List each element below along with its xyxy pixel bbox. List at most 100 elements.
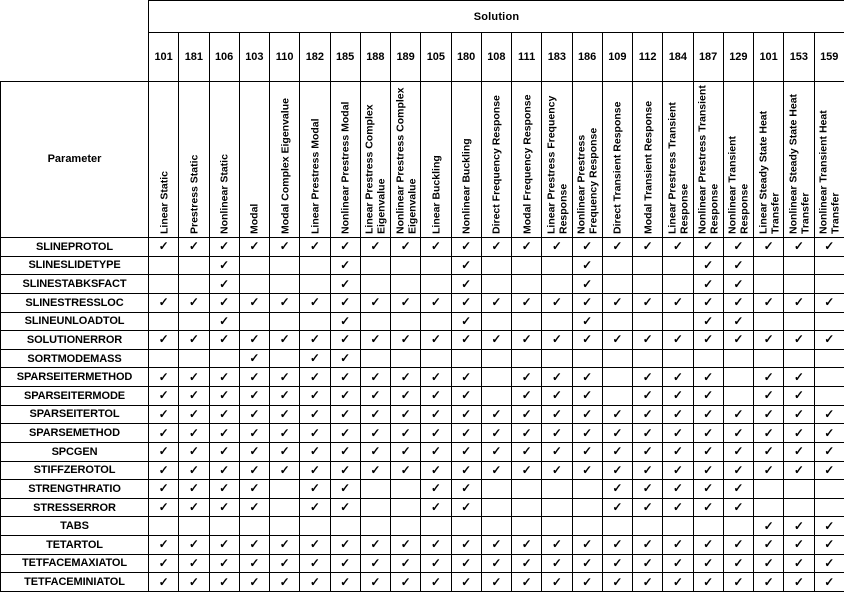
support-cell-r6-c15: ✓ (571, 330, 603, 350)
checkmark-icon: ✓ (703, 276, 714, 291)
checkmark-icon: ✓ (309, 332, 320, 347)
support-cell-r19-c15: ✓ (571, 572, 603, 592)
checkmark-icon: ✓ (612, 295, 623, 310)
support-cell-r12-c4: ✓ (238, 441, 271, 462)
checkmark-icon: ✓ (793, 295, 804, 310)
support-cell-r19-c6: ✓ (299, 572, 331, 592)
table-row: SPCGEN ✓ ✓ ✓ ✓ ✓ ✓ ✓ ✓ ✓ ✓ ✓ ✓ ✓ ✓ ✓ ✓ ✓ ✓ ✓ ✓ ✓ ✓ ✓ (0, 441, 844, 462)
checkmark-icon: ✓ (491, 444, 502, 459)
checkmark-icon: ✓ (188, 332, 199, 347)
table-row: TETFACEMINIATOL ✓ ✓ ✓ ✓ ✓ ✓ ✓ ✓ ✓ ✓ ✓ ✓ ✓ ✓ ✓ ✓ ✓ ✓ ✓ ✓ ✓ ✓ ✓ (0, 572, 844, 592)
support-cell-r4-c4: ✓ (238, 292, 271, 313)
checkmark-icon: ✓ (400, 537, 411, 552)
support-cell-r16-c16 (601, 516, 634, 536)
support-cell-r6-c12: ✓ (480, 330, 513, 350)
parameter-name-cell: STRENGTHRATIO (0, 479, 149, 499)
support-cell-r3-c10 (420, 274, 452, 294)
support-cell-r3-c1 (147, 274, 180, 294)
solution-name-108-col12: Direct Frequency Response (480, 80, 513, 239)
checkmark-icon: ✓ (340, 332, 351, 347)
support-cell-r18-c23: ✓ (813, 553, 844, 574)
support-cell-r12-c20: ✓ (722, 441, 755, 462)
support-cell-r9-c17: ✓ (631, 386, 664, 406)
support-cell-r14-c19: ✓ (692, 479, 724, 499)
support-cell-r14-c9 (389, 479, 422, 499)
support-cell-r13-c12: ✓ (480, 460, 513, 481)
support-cell-r17-c20: ✓ (722, 535, 755, 555)
checkmark-icon: ✓ (521, 295, 532, 310)
solution-id-181-col2: 181 (178, 32, 210, 82)
checkmark-icon: ✓ (642, 406, 653, 421)
checkmark-icon: ✓ (340, 239, 351, 254)
checkmark-icon: ✓ (309, 239, 320, 254)
checkmark-icon: ✓ (309, 369, 320, 384)
support-cell-r8-c15: ✓ (571, 367, 603, 387)
checkmark-icon: ✓ (219, 406, 230, 421)
support-cell-r5-c18 (662, 311, 694, 332)
checkmark-icon: ✓ (400, 295, 411, 310)
support-cell-r4-c9: ✓ (389, 292, 422, 313)
support-cell-r16-c21: ✓ (752, 516, 785, 536)
checkmark-icon: ✓ (612, 555, 623, 570)
support-cell-r5-c22 (783, 311, 815, 332)
checkmark-icon: ✓ (491, 425, 502, 440)
support-cell-r5-c14 (541, 311, 573, 332)
support-cell-r1-c9: ✓ (389, 237, 422, 257)
support-cell-r16-c22: ✓ (783, 516, 815, 536)
checkmark-icon: ✓ (703, 555, 714, 570)
checkmark-icon: ✓ (430, 444, 441, 459)
support-cell-r15-c2: ✓ (178, 497, 210, 518)
checkmark-icon: ✓ (400, 332, 411, 347)
support-cell-r2-c17 (631, 255, 664, 276)
support-cell-r5-c9 (389, 311, 422, 332)
support-cell-r6-c9: ✓ (389, 330, 422, 350)
checkmark-icon: ✓ (733, 481, 744, 496)
support-cell-r11-c16: ✓ (601, 423, 634, 443)
solution-id-row: 101 181 106 103 110 182 185 188 189 105 180 108 111 1… (1, 32, 844, 82)
checkmark-icon: ✓ (279, 369, 290, 384)
checkmark-icon: ✓ (309, 425, 320, 440)
support-cell-r3-c12 (480, 274, 513, 294)
checkmark-icon: ✓ (763, 518, 774, 533)
support-cell-r10-c12: ✓ (480, 404, 513, 425)
checkmark-icon: ✓ (824, 462, 835, 477)
support-cell-r17-c21: ✓ (752, 535, 785, 555)
support-cell-r11-c11: ✓ (450, 423, 482, 443)
solution-id-187-col19: 187 (692, 32, 724, 82)
checkmark-icon: ✓ (188, 537, 199, 552)
support-cell-r8-c6: ✓ (299, 367, 331, 387)
support-cell-r11-c1: ✓ (147, 423, 180, 443)
support-cell-r13-c2: ✓ (178, 460, 210, 481)
checkmark-icon: ✓ (279, 239, 290, 254)
checkmark-icon: ✓ (551, 388, 562, 403)
support-cell-r15-c8 (359, 497, 392, 518)
support-cell-r14-c3: ✓ (208, 479, 240, 499)
support-cell-r14-c15 (571, 479, 603, 499)
support-cell-r8-c17: ✓ (631, 367, 664, 387)
support-cell-r11-c15: ✓ (571, 423, 603, 443)
checkmark-icon: ✓ (400, 388, 411, 403)
support-cell-r16-c4 (238, 516, 271, 536)
support-cell-r12-c10: ✓ (420, 441, 452, 462)
checkmark-icon: ✓ (582, 257, 593, 272)
support-cell-r18-c5: ✓ (268, 553, 301, 574)
support-cell-r3-c22 (783, 274, 815, 294)
support-cell-r5-c13 (510, 311, 543, 332)
checkmark-icon: ✓ (733, 444, 744, 459)
solution-id-129-col20: 129 (722, 32, 755, 82)
checkmark-icon: ✓ (279, 332, 290, 347)
support-cell-r15-c5 (268, 497, 301, 518)
support-cell-r12-c17: ✓ (631, 441, 664, 462)
checkmark-icon: ✓ (703, 481, 714, 496)
support-cell-r19-c1: ✓ (147, 572, 180, 592)
support-cell-r18-c11: ✓ (450, 553, 482, 574)
solution-id-103-col4: 103 (238, 32, 271, 82)
checkmark-icon: ✓ (733, 425, 744, 440)
checkmark-icon: ✓ (430, 425, 441, 440)
checkmark-icon: ✓ (158, 406, 169, 421)
checkmark-icon: ✓ (763, 332, 774, 347)
checkmark-icon: ✓ (672, 369, 683, 384)
support-cell-r10-c10: ✓ (420, 404, 452, 425)
support-cell-r6-c1: ✓ (147, 330, 180, 350)
checkmark-icon: ✓ (793, 425, 804, 440)
